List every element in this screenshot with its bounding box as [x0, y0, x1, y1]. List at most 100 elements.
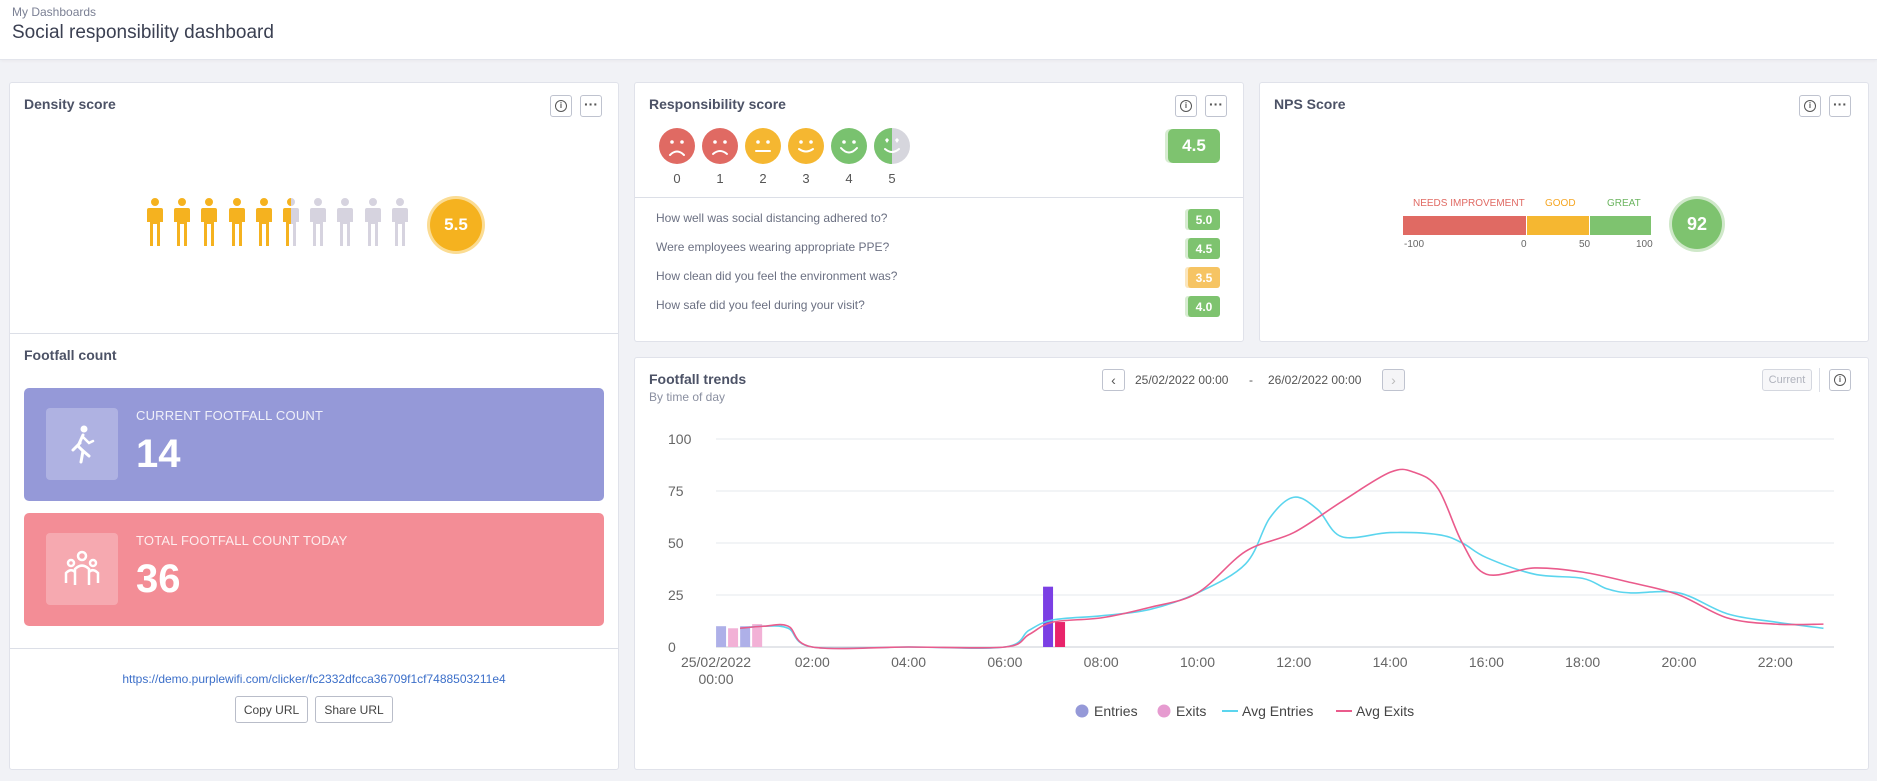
question-score-badge: 4.0 — [1188, 296, 1220, 317]
more-icon: ··· — [1209, 96, 1223, 112]
legend-item-avg-entries[interactable]: Avg Entries — [1242, 703, 1313, 719]
legend-marker — [1157, 704, 1171, 718]
legend-item-avg-exits[interactable]: Avg Exits — [1356, 703, 1414, 719]
face-score-label: 3 — [802, 171, 810, 186]
info-icon: i — [1834, 374, 1846, 386]
y-tick-label: 25 — [668, 587, 684, 603]
info-icon: i — [555, 100, 567, 112]
y-tick-label: 50 — [668, 535, 684, 551]
date-to[interactable]: 26/02/2022 00:00 — [1268, 373, 1362, 387]
x-tick-label: 16:00 — [1469, 654, 1504, 670]
exits-bar[interactable] — [728, 628, 739, 647]
entries-bar[interactable] — [716, 626, 727, 647]
legend-marker — [1075, 704, 1089, 718]
date-from[interactable]: 25/02/2022 00:00 — [1135, 373, 1229, 387]
entries-bar[interactable] — [1043, 586, 1054, 647]
trends-card — [634, 357, 1869, 770]
question-score-badge: 3.5 — [1188, 267, 1220, 288]
question-text: How safe did you feel during your visit? — [656, 298, 865, 312]
total-footfall-box: TOTAL FOOTFALL COUNT TODAY 36 — [24, 513, 604, 626]
love-face-icon[interactable] — [874, 128, 910, 164]
walking-person-icon — [46, 408, 118, 480]
nps-score-value: 92 — [1686, 213, 1708, 234]
responsibility-title: Responsibility score — [649, 96, 786, 112]
legend-item-exits[interactable]: Exits — [1176, 703, 1206, 719]
avg-entries-line[interactable] — [740, 496, 1824, 650]
nps-score-badge: 92 — [1672, 199, 1722, 249]
breadcrumb[interactable]: My Dashboards — [12, 5, 97, 19]
entries-bar[interactable] — [740, 626, 751, 647]
face-score-label: 0 — [673, 171, 681, 186]
person-icon — [310, 198, 327, 255]
neutral-face-icon[interactable] — [745, 128, 781, 164]
face-score-label: 4 — [845, 171, 853, 186]
density-info-button[interactable]: i — [550, 95, 572, 117]
responsibility-divider — [635, 197, 1243, 198]
nps-needs-label: NEEDS IMPROVEMENT — [1413, 198, 1525, 209]
exits-bar[interactable] — [1055, 622, 1066, 647]
x-tick-label: 02:00 — [795, 654, 830, 670]
x-tick-label-line2: 00:00 — [698, 671, 733, 687]
current-footfall-label: CURRENT FOOTFALL COUNT — [136, 408, 324, 423]
exits-bar[interactable] — [752, 624, 763, 647]
x-tick-label: 25/02/2022 — [681, 654, 751, 670]
person-icon — [147, 198, 163, 255]
density-title: Density score — [24, 96, 116, 112]
person-icon — [174, 198, 191, 255]
chevron-left-icon: ‹ — [1111, 372, 1116, 388]
group-people-icon — [46, 533, 118, 605]
x-tick-label: 14:00 — [1373, 654, 1408, 670]
prev-period-button[interactable]: ‹ — [1102, 369, 1125, 391]
info-icon: i — [1180, 100, 1192, 112]
more-icon: ··· — [1833, 96, 1847, 112]
date-separator: - — [1249, 373, 1253, 387]
x-tick-label: 22:00 — [1758, 654, 1793, 670]
current-footfall-value: 14 — [136, 432, 181, 476]
very-sad-face-icon[interactable] — [659, 128, 695, 164]
copy-url-button[interactable]: Copy URL — [235, 696, 308, 723]
nps-great-segment — [1590, 216, 1651, 235]
person-icon — [364, 198, 381, 255]
next-period-button[interactable]: › — [1382, 369, 1405, 391]
total-footfall-value: 36 — [136, 557, 181, 601]
x-tick-label: 06:00 — [987, 654, 1022, 670]
smile-face-icon[interactable] — [831, 128, 867, 164]
question-text: How well was social distancing adhered t… — [656, 211, 888, 225]
total-footfall-label: TOTAL FOOTFALL COUNT TODAY — [136, 533, 348, 548]
sad-face-icon[interactable] — [702, 128, 738, 164]
legend-item-entries[interactable]: Entries — [1094, 703, 1138, 719]
nps-title: NPS Score — [1274, 96, 1346, 112]
trends-toolbar-divider — [1819, 368, 1820, 392]
more-icon: ··· — [584, 96, 598, 112]
top-bar: My Dashboards Social responsibility dash… — [0, 0, 1877, 60]
person-icon — [337, 198, 354, 255]
responsibility-info-button[interactable]: i — [1175, 95, 1197, 117]
share-url-button[interactable]: Share URL — [315, 696, 393, 723]
slight-smile-face-icon[interactable] — [788, 128, 824, 164]
person-icon — [391, 198, 408, 255]
density-score-badge: 5.5 — [430, 199, 482, 251]
avg-exits-line[interactable] — [740, 468, 1824, 650]
person-icon — [201, 198, 218, 255]
question-text: Were employees wearing appropriate PPE? — [656, 240, 890, 254]
y-tick-label: 100 — [668, 431, 692, 447]
density-more-button[interactable]: ··· — [580, 95, 602, 117]
clicker-url-link[interactable]: https://demo.purplewifi.com/clicker/fc23… — [122, 672, 506, 686]
x-tick-label: 12:00 — [1276, 654, 1311, 670]
footfall-title: Footfall count — [24, 347, 117, 363]
nps-more-button[interactable]: ··· — [1829, 95, 1851, 117]
person-icon — [255, 198, 272, 255]
nps-tick-50: 50 — [1579, 239, 1591, 250]
density-score-value: 5.5 — [444, 215, 468, 234]
nps-tick-0: 0 — [1521, 239, 1527, 250]
person-icon — [283, 198, 299, 255]
nps-card — [1259, 82, 1869, 342]
question-score-badge: 5.0 — [1188, 209, 1220, 230]
responsibility-more-button[interactable]: ··· — [1205, 95, 1227, 117]
trends-info-button[interactable]: i — [1829, 369, 1851, 391]
nps-info-button[interactable]: i — [1799, 95, 1821, 117]
current-footfall-box: CURRENT FOOTFALL COUNT 14 — [24, 388, 604, 501]
x-tick-label: 08:00 — [1084, 654, 1119, 670]
responsibility-overall-value: 4.5 — [1182, 136, 1206, 155]
current-period-button[interactable]: Current — [1762, 369, 1812, 391]
